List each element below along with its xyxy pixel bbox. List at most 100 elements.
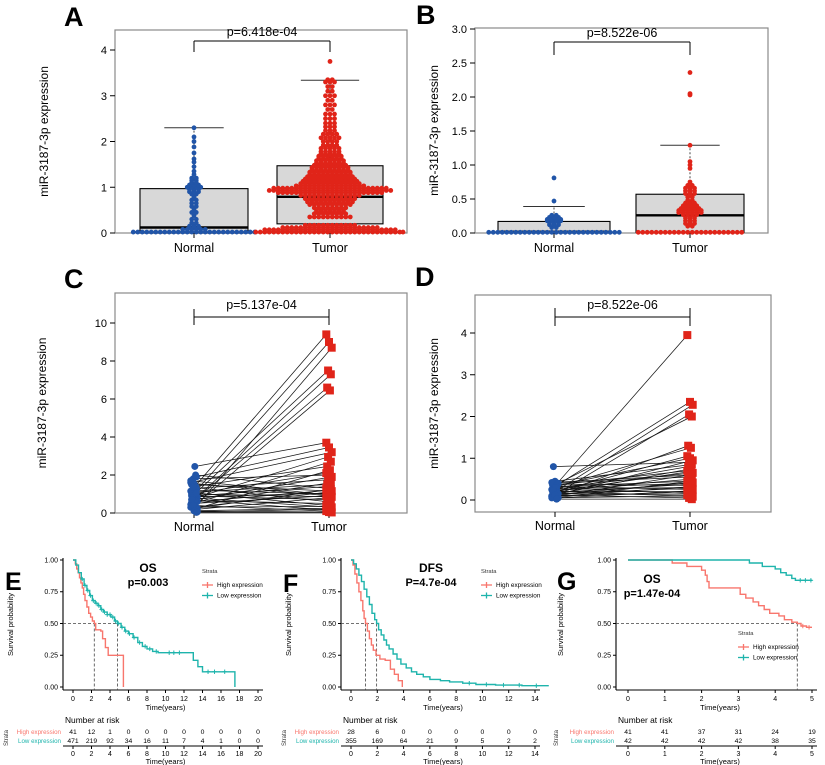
data-point <box>553 229 559 235</box>
normal-point <box>192 471 200 479</box>
data-point <box>323 135 328 141</box>
risk-count: 4 <box>201 738 205 745</box>
pair-markers <box>187 330 336 517</box>
y-tick-label: 0.0 <box>452 228 467 240</box>
data-point <box>365 185 371 191</box>
tumor-point <box>327 448 336 457</box>
km-curve-low <box>351 559 549 687</box>
x-tick-label: 16 <box>217 696 225 703</box>
data-point <box>680 229 686 235</box>
risk-count: 7 <box>182 738 186 745</box>
data-point <box>553 212 559 218</box>
data-point <box>327 111 333 117</box>
risk-axis-tick-label: 18 <box>236 751 244 758</box>
data-point <box>499 229 505 235</box>
strata-axis-label: Strata <box>554 729 560 746</box>
x-category-label: Normal <box>535 519 575 533</box>
y-tick-label: 1 <box>101 182 107 194</box>
data-point <box>135 229 141 235</box>
data-point <box>189 220 195 226</box>
panel-D-paired-dot-chart: 0 1 2 3 4 miR-3187-3p expression Normal Tumor p=… <box>427 294 772 533</box>
risk-count: 0 <box>127 729 131 736</box>
beeswarm-tumor <box>635 70 745 235</box>
data-point <box>635 229 641 235</box>
data-point <box>180 226 186 232</box>
normal-point <box>549 463 557 471</box>
data-point <box>323 120 328 126</box>
risk-axis-tick-label: 2 <box>375 751 379 758</box>
pair-line <box>195 370 329 494</box>
data-point <box>388 227 394 233</box>
data-point <box>540 229 546 235</box>
risk-count: 2 <box>507 738 511 745</box>
risk-count: 1 <box>219 738 223 745</box>
normal-point <box>188 496 196 504</box>
pair-line <box>557 483 689 486</box>
data-point <box>549 212 555 218</box>
x-axis-title: Time(years) <box>700 703 740 712</box>
pair-line <box>557 492 688 496</box>
data-point <box>589 229 595 235</box>
risk-axis-tick-label: 2 <box>90 751 94 758</box>
x-tick-label: 18 <box>236 696 244 703</box>
data-point <box>298 225 304 230</box>
risk-axis-tick-label: 3 <box>736 751 740 758</box>
risk-row-label: High expression <box>570 729 615 736</box>
y-tick-label: 6 <box>101 394 107 406</box>
data-point <box>271 185 277 191</box>
data-point <box>334 131 340 137</box>
data-point <box>687 142 693 148</box>
data-point <box>585 229 591 235</box>
data-point <box>266 227 272 233</box>
risk-axis-tick-label: 0 <box>349 751 353 758</box>
legend-item-label: High expression <box>496 582 542 589</box>
data-point <box>157 229 163 235</box>
x-tick-label: 0 <box>349 696 353 703</box>
risk-count: 64 <box>400 738 408 745</box>
y-axis-title: miR-3187-3p expression <box>37 66 51 197</box>
risk-count: 219 <box>86 738 98 745</box>
strata-axis-label: Strata <box>282 729 288 746</box>
risk-count: 471 <box>67 738 79 745</box>
pair-line <box>551 495 691 499</box>
x-tick-label: 14 <box>531 696 539 703</box>
data-point <box>175 229 181 235</box>
data-point <box>325 131 331 137</box>
legend: Strata High expression Low expression <box>202 569 263 600</box>
data-point <box>289 185 295 191</box>
tumor-point <box>687 495 696 504</box>
risk-row-label: High expression <box>17 729 62 736</box>
risk-count: 42 <box>735 738 743 745</box>
data-point <box>671 229 677 235</box>
legend: Strata High expression Low expression <box>738 631 799 662</box>
x-category-label: Normal <box>174 241 214 255</box>
data-point <box>327 102 333 108</box>
data-point <box>329 97 335 103</box>
data-point <box>207 229 213 235</box>
data-point <box>332 93 337 99</box>
pair-line <box>192 390 331 507</box>
data-point <box>490 229 496 235</box>
tumor-point <box>324 452 333 461</box>
data-point <box>343 222 349 228</box>
data-point <box>338 222 344 228</box>
y-tick-label: 2 <box>101 137 107 149</box>
x-category-label: Tumor <box>672 519 708 533</box>
risk-count: 0 <box>256 729 260 736</box>
panel-label-G: G <box>557 568 577 596</box>
beeswarm-tumor <box>253 59 406 235</box>
data-point <box>370 185 376 191</box>
group-normal <box>486 175 622 235</box>
data-point <box>191 139 197 144</box>
data-point <box>130 229 136 235</box>
risk-axis-tick-label: 12 <box>180 751 188 758</box>
risk-count: 34 <box>125 738 133 745</box>
y-tick-label: 0 <box>461 495 467 507</box>
x-tick-label: 3 <box>736 696 740 703</box>
data-point <box>495 229 501 235</box>
data-point <box>667 229 673 235</box>
data-point <box>325 139 331 144</box>
data-point <box>486 229 492 235</box>
risk-axis-tick-label: 14 <box>531 751 539 758</box>
pair-line <box>193 347 332 510</box>
